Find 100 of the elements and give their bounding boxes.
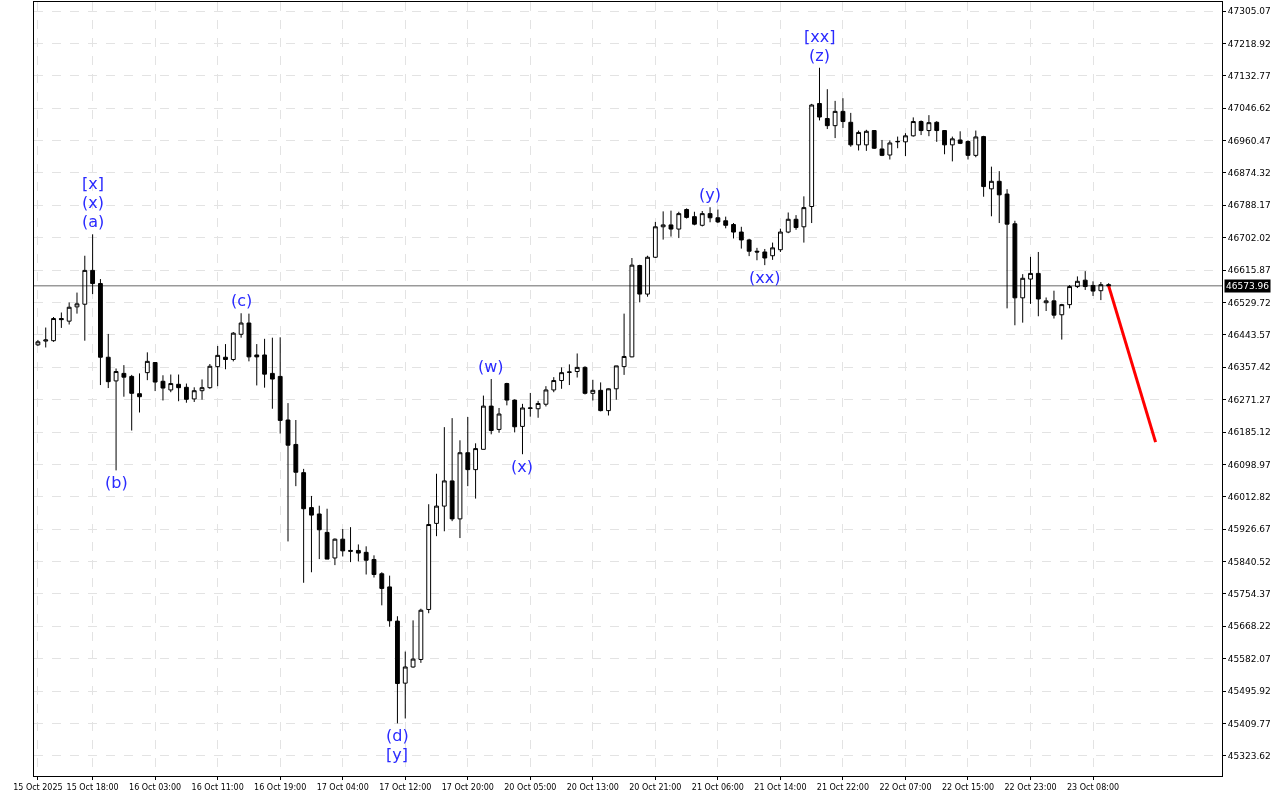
candlestick: [480, 395, 486, 450]
annotation: (x): [511, 457, 533, 476]
y-tick-label: 47132.77: [1227, 70, 1271, 81]
candlestick: [613, 365, 619, 401]
candlestick: [434, 473, 439, 537]
annotation: [x]: [82, 174, 104, 193]
candlestick: [371, 554, 377, 579]
candlestick: [129, 374, 135, 432]
candlestick: [590, 379, 596, 401]
candlestick: [504, 382, 510, 406]
candlestick: [777, 228, 783, 253]
y-tick-label: 46788.17: [1227, 200, 1271, 211]
candlestick: [410, 619, 416, 669]
candlestick: [176, 374, 182, 402]
candlestick: [43, 327, 49, 348]
annotation: (b): [105, 473, 128, 492]
x-tick-label: 22 Oct 23:00: [1004, 782, 1057, 792]
x-tick-label: 21 Oct 14:00: [754, 782, 807, 792]
candlestick: [520, 403, 525, 455]
candlestick: [676, 211, 682, 239]
candlestick: [746, 238, 752, 257]
candlestick: [949, 136, 955, 162]
candlestick: [918, 119, 924, 136]
candlestick: [754, 247, 760, 261]
candlestick: [402, 651, 408, 719]
x-tick-label: 23 Oct 08:00: [1066, 782, 1120, 792]
candlestick: [762, 248, 768, 266]
candlestick: [223, 343, 228, 370]
y-tick-label: 46357.42: [1227, 362, 1271, 373]
candlestick: [473, 442, 479, 500]
candlestick: [926, 114, 932, 137]
y-tick-label: 46271.27: [1227, 394, 1271, 405]
y-tick-label: 45495.92: [1227, 686, 1271, 697]
candlestick: [723, 216, 729, 229]
y-tick-label: 45323.62: [1227, 750, 1271, 761]
x-tick-label: 16 Oct 11:00: [191, 782, 244, 792]
y-tick-label: 47046.62: [1227, 103, 1271, 114]
candlestick: [895, 136, 901, 149]
annotation: (d): [386, 726, 409, 745]
candlestick: [903, 132, 908, 157]
candlestick: [262, 338, 267, 389]
candlestick: [543, 385, 549, 407]
candlestick: [809, 103, 815, 224]
annotation: (x): [82, 193, 104, 212]
candlestick: [566, 363, 572, 386]
candlestick: [582, 365, 588, 395]
candlestick: [58, 312, 64, 329]
candlestick: [269, 337, 275, 410]
candlestick: [535, 400, 541, 419]
candlestick: [121, 364, 127, 398]
candlestick: [793, 214, 799, 231]
candlestick: [965, 139, 971, 161]
candlestick: [340, 528, 346, 557]
candlestick: [574, 352, 580, 379]
candlestick: [230, 331, 236, 362]
candlestick: [684, 207, 690, 220]
y-tick-label: 45840.52: [1227, 556, 1271, 567]
y-tick-label: 46443.57: [1227, 329, 1271, 340]
candlestick: [598, 381, 604, 412]
candlestick: [465, 416, 471, 487]
candlestick: [51, 316, 56, 343]
candlestick: [1043, 296, 1049, 312]
candlestick: [379, 571, 385, 606]
candlestick: [738, 226, 744, 250]
annotation: (c): [231, 291, 253, 310]
candlestick: [199, 378, 205, 401]
y-tick-label: 45926.67: [1227, 524, 1271, 535]
candlestick: [105, 333, 111, 389]
x-tick-label: 21 Oct 06:00: [691, 782, 744, 792]
candlestick: [848, 112, 854, 148]
candlestick: [801, 195, 807, 244]
candlestick: [207, 363, 213, 390]
x-tick-label: 22 Oct 15:00: [941, 782, 995, 792]
candlestick: [856, 130, 861, 151]
y-tick-label: 45582.07: [1227, 653, 1271, 664]
candlestick: [981, 135, 987, 198]
candlestick: [488, 378, 494, 435]
x-tick-label: 17 Oct 20:00: [441, 782, 494, 792]
candlestick: [1051, 290, 1057, 320]
candlestick: [887, 139, 893, 161]
y-tick-label: 47218.92: [1227, 38, 1271, 49]
candlestick: [387, 575, 393, 628]
candlestick: [910, 116, 916, 138]
y-tick-label: 45754.37: [1227, 589, 1271, 600]
candlestick: [699, 210, 705, 227]
x-tick-label: 16 Oct 19:00: [254, 782, 307, 792]
y-tick-label: 46012.82: [1227, 491, 1271, 502]
annotation: (w): [478, 357, 504, 376]
candlestick: [512, 398, 518, 433]
x-tick-label: 22 Oct 07:00: [879, 782, 932, 792]
annotation: [xx]: [804, 27, 836, 46]
candlestick: [863, 129, 869, 152]
x-tick-label: 20 Oct 21:00: [629, 782, 682, 792]
candlestick: [363, 545, 369, 576]
candlestick: [301, 468, 307, 584]
candlestick: [770, 242, 776, 261]
candlestick: [426, 503, 432, 614]
candlestick: [418, 608, 424, 664]
annotation: (a): [82, 212, 105, 231]
candlestick: [707, 206, 713, 223]
